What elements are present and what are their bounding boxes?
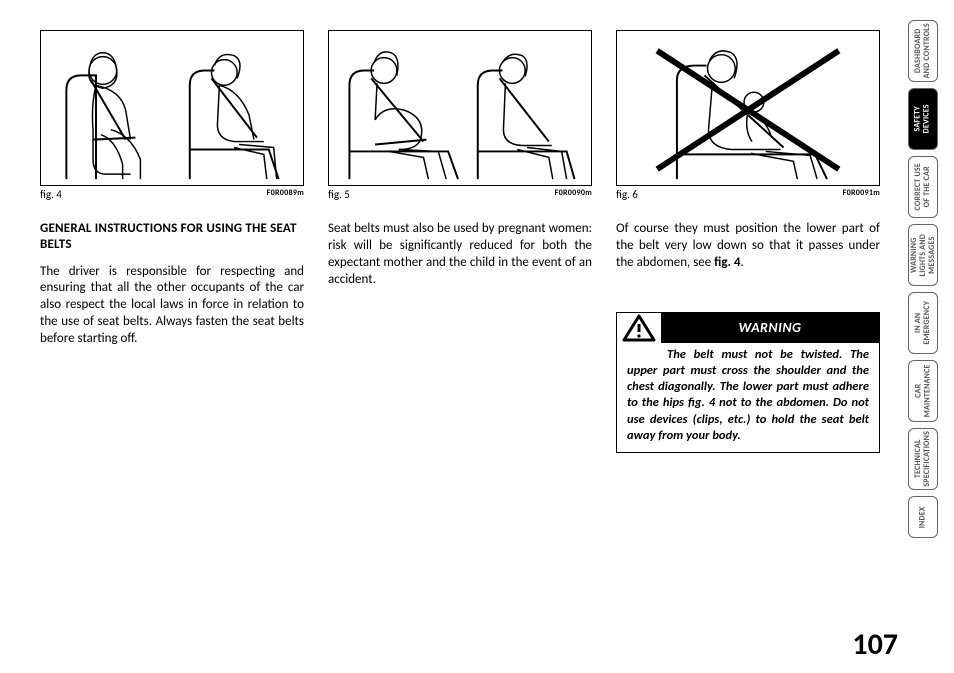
side-tab-label: CARMAINTENANCE (914, 365, 932, 418)
side-tab[interactable]: INDEX (908, 496, 938, 538)
warning-label: WARNING (661, 313, 879, 343)
figure-6-code: F0R0091m (843, 188, 880, 201)
warning-text: The belt must not be twisted. The upper … (617, 343, 879, 447)
figure-5-label: fig. 5 (328, 188, 350, 201)
side-tab[interactable]: IN ANEMERGENCY (908, 292, 938, 354)
figure-5-illustration (328, 30, 592, 186)
side-tab[interactable]: DASHBOARDAND CONTROLS (908, 20, 938, 82)
side-tab-label: DASHBOARDAND CONTROLS (914, 23, 932, 78)
col1-paragraph: The driver is responsible for respecting… (40, 264, 304, 348)
column-3: fig. 6 F0R0091m Of course they must posi… (616, 30, 880, 453)
side-tab[interactable]: SAFETYDEVICES (908, 88, 938, 150)
side-tab[interactable]: WARNINGLIGHTS ANDMESSAGES (908, 224, 938, 286)
col3-paragraph: Of course they must position the lower p… (616, 221, 880, 272)
side-tab[interactable]: TECHNICALSPECIFICATIONS (908, 428, 938, 490)
side-tab-label: SAFETYDEVICES (914, 104, 932, 133)
figure-4-label: fig. 4 (40, 188, 62, 201)
col2-paragraph: Seat belts must also be used by pregnant… (328, 221, 592, 289)
side-tab-label: TECHNICALSPECIFICATIONS (914, 431, 932, 487)
side-tab-label: INDEX (919, 506, 928, 528)
warning-icon (617, 313, 661, 343)
figure-6-caption: fig. 6 F0R0091m (616, 188, 880, 201)
warning-box: WARNING The belt must not be twisted. Th… (616, 312, 880, 454)
side-tab-label: IN ANEMERGENCY (914, 301, 932, 345)
figure-4-code: F0R0089m (267, 188, 304, 201)
figure-4-caption: fig. 4 F0R0089m (40, 188, 304, 201)
side-tab[interactable]: CORRECT USEOF THE CAR (908, 156, 938, 218)
page-number: 107 (852, 626, 898, 663)
figure-5-caption: fig. 5 F0R0090m (328, 188, 592, 201)
figure-6-label: fig. 6 (616, 188, 638, 201)
figure-6-illustration (616, 30, 880, 186)
column-2: fig. 5 F0R0090m Seat belts must also be … (328, 30, 592, 453)
figure-4-illustration (40, 30, 304, 186)
side-tab-label: WARNINGLIGHTS ANDMESSAGES (910, 234, 936, 276)
figure-5-code: F0R0090m (555, 188, 592, 201)
side-tab-label: CORRECT USEOF THE CAR (914, 163, 932, 211)
side-tab[interactable]: CARMAINTENANCE (908, 360, 938, 422)
side-tabs: DASHBOARDAND CONTROLS SAFETYDEVICES CORREC… (908, 20, 938, 538)
column-1: fig. 4 F0R0089m GENERAL INSTRUCTIONS FOR… (40, 30, 304, 453)
section-heading: GENERAL INSTRUCTIONS FOR USING THE SEAT … (40, 221, 304, 254)
